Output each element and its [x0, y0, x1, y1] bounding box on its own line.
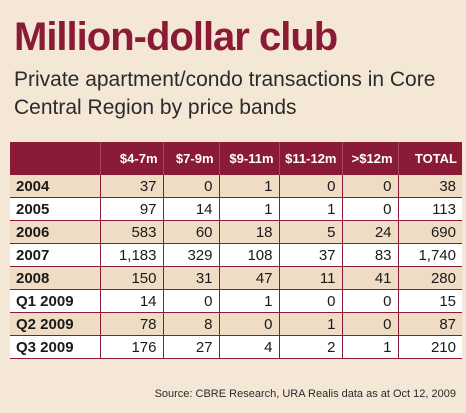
table-cell: 1,183	[100, 243, 164, 267]
table-cell: 329	[163, 243, 220, 267]
table-cell: 0	[342, 289, 399, 313]
table-cell: 0	[219, 312, 280, 336]
table-cell: 150	[100, 266, 164, 290]
table-row: 2004 37 0 1 0 0 38	[10, 175, 462, 198]
table-row: 2006 583 60 18 5 24 690	[10, 220, 462, 244]
column-header: $11-12m	[279, 142, 343, 175]
row-label: 2007	[10, 243, 101, 267]
table-cell: 41	[342, 266, 399, 290]
table-cell: 11	[279, 266, 343, 290]
table-cell: 690	[398, 220, 462, 244]
table-row: Q1 2009 14 0 1 0 0 15	[10, 289, 462, 313]
table-cell: 0	[342, 197, 399, 221]
table-cell: 37	[100, 175, 164, 198]
column-header-blank	[10, 142, 101, 175]
table-cell: 0	[342, 175, 399, 198]
chart-subtitle: Private apartment/condo transactions in …	[14, 68, 436, 119]
column-header: >$12m	[342, 142, 399, 175]
column-header: TOTAL	[398, 142, 462, 175]
table-cell: 83	[342, 243, 399, 267]
table-cell: 5	[279, 220, 343, 244]
table-cell: 87	[398, 312, 462, 336]
table-cell: 280	[398, 266, 462, 290]
table-cell: 37	[279, 243, 343, 267]
column-header: $9-11m	[219, 142, 280, 175]
table-cell: 24	[342, 220, 399, 244]
table-row: Q2 2009 78 8 0 1 0 87	[10, 312, 462, 336]
table-cell: 14	[163, 197, 220, 221]
table-row: Q3 2009 176 27 4 2 1 210	[10, 335, 462, 359]
table-cell: 176	[100, 335, 164, 359]
table-cell: 0	[342, 312, 399, 336]
table-cell: 18	[219, 220, 280, 244]
table-cell: 27	[163, 335, 220, 359]
table-cell: 1	[342, 335, 399, 359]
source-note: Source: CBRE Research, URA Realis data a…	[154, 388, 456, 400]
table-body: 2004 37 0 1 0 0 38 2005 97 14 1 1 0 113 2006 583 60 18 5 24…	[10, 175, 462, 359]
table-cell: 2	[279, 335, 343, 359]
table-cell: 97	[100, 197, 164, 221]
table-cell: 47	[219, 266, 280, 290]
table-cell: 38	[398, 175, 462, 198]
table-cell: 0	[279, 289, 343, 313]
header-row: $4-7m $7-9m $9-11m $11-12m >$12m TOTAL	[10, 142, 462, 175]
table-cell: 210	[398, 335, 462, 359]
table-cell: 31	[163, 266, 220, 290]
table-cell: 583	[100, 220, 164, 244]
row-label: 2008	[10, 266, 101, 290]
table-cell: 8	[163, 312, 220, 336]
table-cell: 78	[100, 312, 164, 336]
row-label: Q1 2009	[10, 289, 101, 313]
row-label: 2004	[10, 175, 101, 198]
table-cell: 1	[279, 197, 343, 221]
table-cell: 113	[398, 197, 462, 221]
table-row: 2007 1,183 329 108 37 83 1,740	[10, 243, 462, 267]
table-cell: 1	[219, 197, 280, 221]
table-header: $4-7m $7-9m $9-11m $11-12m >$12m TOTAL	[10, 142, 462, 175]
table-cell: 1	[219, 175, 280, 198]
price-band-table: $4-7m $7-9m $9-11m $11-12m >$12m TOTAL 2004 37…	[10, 142, 462, 359]
column-header: $4-7m	[100, 142, 164, 175]
table-cell: 60	[163, 220, 220, 244]
row-label: Q2 2009	[10, 312, 101, 336]
table-row: 2005 97 14 1 1 0 113	[10, 197, 462, 221]
chart-title: Million-dollar club	[14, 15, 338, 59]
table-cell: 15	[398, 289, 462, 313]
table-cell: 14	[100, 289, 164, 313]
row-label: Q3 2009	[10, 335, 101, 359]
table-cell: 1	[219, 289, 280, 313]
row-label: 2006	[10, 220, 101, 244]
column-header: $7-9m	[163, 142, 220, 175]
table-cell: 0	[163, 289, 220, 313]
table-cell: 108	[219, 243, 280, 267]
row-label: 2005	[10, 197, 101, 221]
table-cell: 0	[279, 175, 343, 198]
table-cell: 4	[219, 335, 280, 359]
table-cell: 0	[163, 175, 220, 198]
table-cell: 1,740	[398, 243, 462, 267]
table-row: 2008 150 31 47 11 41 280	[10, 266, 462, 290]
table-cell: 1	[279, 312, 343, 336]
